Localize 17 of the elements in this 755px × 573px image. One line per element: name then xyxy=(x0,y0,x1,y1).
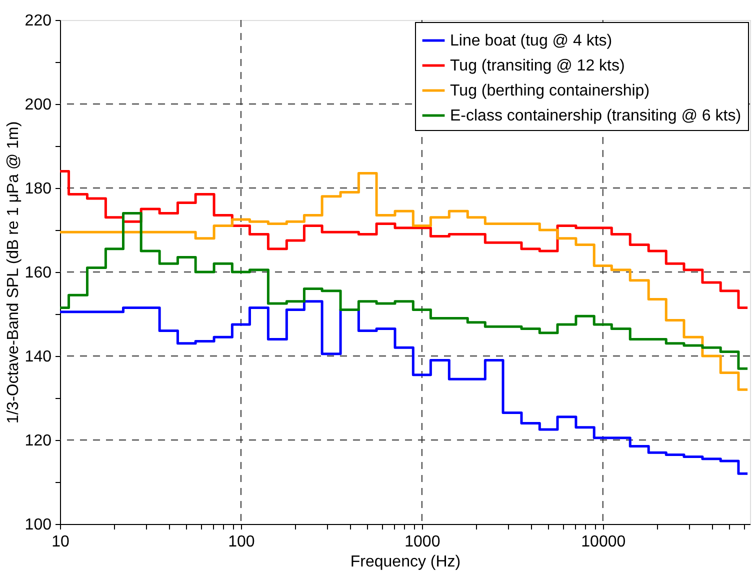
legend-label: Tug (berthing containership) xyxy=(450,82,650,100)
y-tick-label: 180 xyxy=(24,180,52,198)
y-axis-title: 1/3-Octave-Band SPL (dB re 1 μPa @ 1m) xyxy=(4,121,22,424)
legend-label: E-class containership (transiting @ 6 kts) xyxy=(450,108,742,124)
x-tick-label: 1000 xyxy=(404,534,440,550)
legend-label: Tug (transiting @ 12 kts) xyxy=(450,58,625,74)
legend-label: Line boat (tug @ 4 kts) xyxy=(450,32,612,50)
x-axis-title: Frequency (Hz) xyxy=(350,554,461,570)
y-tick-label: 160 xyxy=(24,264,52,282)
y-tick-label: 220 xyxy=(24,12,52,30)
y-tick-label: 100 xyxy=(24,516,52,534)
y-tick-label: 120 xyxy=(24,432,52,450)
x-tick-label: 100 xyxy=(228,534,255,550)
y-tick-label: 140 xyxy=(24,348,52,366)
y-tick-label: 200 xyxy=(24,96,52,114)
x-tick-label: 10 xyxy=(52,534,70,550)
x-tick-label: 10000 xyxy=(581,534,626,550)
